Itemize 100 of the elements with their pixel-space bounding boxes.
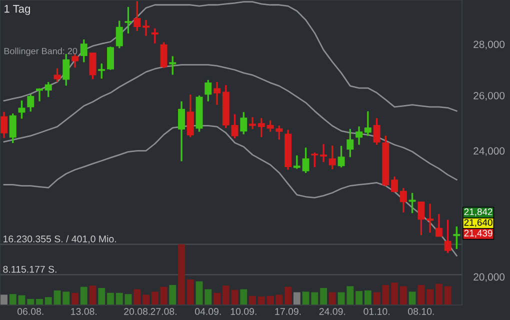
bar — [72, 292, 78, 305]
bar — [258, 296, 265, 305]
text: 21,439 — [464, 230, 492, 238]
candlestick — [27, 94, 34, 112]
candlestick — [80, 38, 88, 64]
candlestick — [302, 146, 310, 174]
annotation: Bollinger Band: 20 — [4, 48, 78, 56]
x-tick-label: 17.09. — [275, 308, 301, 315]
candlestick — [400, 187, 407, 214]
candlestick — [204, 79, 212, 102]
candlestick — [214, 81, 221, 106]
line-series — [3, 1, 458, 112]
bar — [418, 284, 425, 305]
text: 21,842 — [464, 208, 492, 216]
bar — [435, 284, 442, 305]
bar — [231, 290, 238, 305]
x-tick-label: 20.08. — [124, 308, 150, 315]
x-tick-label: 06.08. — [17, 308, 44, 315]
bar — [27, 298, 34, 305]
candlestick — [169, 55, 176, 76]
candlestick — [62, 53, 70, 87]
candlestick — [418, 200, 425, 236]
bar — [160, 286, 168, 305]
bar — [240, 289, 248, 305]
x-tick-label: 04.09. — [195, 308, 221, 315]
candlestick — [276, 124, 283, 140]
candlestick — [391, 176, 398, 194]
candlestick — [328, 144, 336, 170]
candlestick — [240, 111, 248, 136]
candlestick — [338, 145, 345, 168]
candlestick — [249, 116, 256, 130]
candlestick — [435, 213, 442, 238]
bar — [408, 292, 416, 305]
candlestick — [124, 6, 132, 34]
bar — [142, 294, 150, 305]
y-tick-label: 24,000 — [474, 147, 505, 156]
bar — [178, 244, 185, 305]
candlestick — [373, 117, 380, 146]
candlestick — [107, 46, 114, 71]
x-tick-label: 10.09. — [230, 308, 256, 315]
candlestick — [36, 87, 43, 102]
x-tick-label: 24.09. — [319, 308, 346, 315]
candlestick — [231, 113, 238, 140]
candlestick — [453, 226, 460, 250]
candlestick — [134, 0, 141, 32]
candlestick — [151, 28, 158, 44]
bar — [116, 292, 123, 305]
bar — [302, 292, 310, 305]
y-tick-label: 26,000 — [474, 92, 505, 101]
candlestick — [444, 218, 452, 254]
y-tick-label: 28,000 — [474, 40, 505, 50]
x-tick-label: 08.10. — [408, 308, 434, 315]
bar — [356, 291, 362, 305]
bar — [444, 286, 452, 305]
candlestick — [320, 143, 328, 163]
candlestick — [293, 154, 300, 170]
ref-line-label: 16.230.355 S. / 401,0 Mio. — [4, 235, 116, 244]
candlestick — [426, 202, 434, 234]
bar — [44, 297, 52, 305]
bar — [54, 290, 61, 305]
bar — [151, 292, 158, 305]
bar — [204, 289, 212, 305]
bar — [0, 294, 8, 305]
x-tick-label: 27.08. — [150, 308, 176, 315]
candlestick — [72, 53, 78, 68]
candlestick — [258, 117, 265, 138]
bar — [320, 288, 327, 305]
candlestick — [346, 128, 354, 158]
bar — [124, 294, 132, 305]
candlestick — [356, 126, 363, 146]
bar — [169, 284, 176, 305]
x-tick-label: 13.08. — [71, 308, 97, 315]
candlestick — [311, 152, 318, 168]
candlestick — [160, 41, 168, 69]
bar — [222, 286, 230, 305]
candlestick — [186, 94, 194, 138]
bar — [9, 294, 16, 305]
candlestick — [44, 81, 52, 98]
bar — [364, 290, 372, 305]
ref-line-label: 8.115.177 S. — [3, 266, 56, 273]
y-tick-label: 20,000 — [474, 273, 505, 282]
bar — [80, 286, 88, 305]
candlestick — [98, 62, 106, 80]
bar — [426, 289, 434, 305]
candlestick — [178, 100, 185, 162]
candlestick — [89, 52, 96, 80]
bar — [346, 286, 354, 305]
bar — [98, 288, 106, 305]
bar — [89, 286, 96, 305]
candlestick — [142, 19, 150, 37]
bar — [284, 286, 292, 305]
candlestick — [266, 120, 274, 133]
bar — [293, 292, 300, 305]
chart-title: 1 Tag — [4, 4, 30, 15]
candlestick — [54, 68, 61, 83]
candlestick — [116, 20, 123, 50]
bar — [196, 281, 203, 305]
bar — [36, 298, 43, 305]
bar — [276, 294, 283, 305]
bar — [107, 292, 114, 305]
